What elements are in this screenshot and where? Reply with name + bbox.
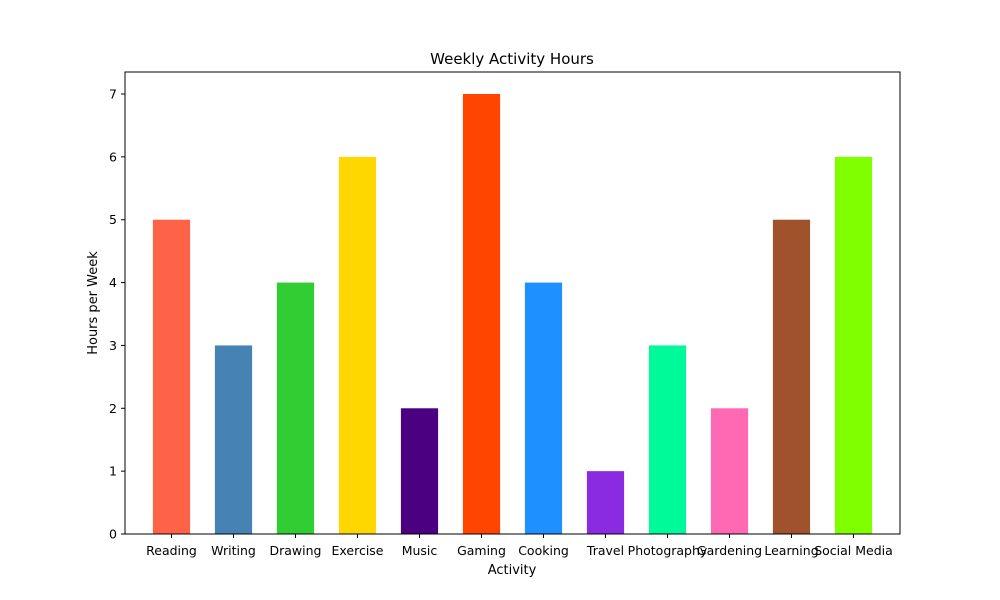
x-tick-label: Cooking <box>518 543 569 558</box>
x-axis-label: Activity <box>488 563 537 578</box>
x-tick-label: Drawing <box>270 543 322 558</box>
bar-photography <box>648 345 687 534</box>
y-tick-label: 6 <box>109 149 117 164</box>
bar-reading <box>152 219 191 534</box>
y-tick-label: 3 <box>109 338 117 353</box>
x-tick-label: Social Media <box>814 543 893 558</box>
bar-travel <box>586 471 625 534</box>
bar-gardening <box>710 408 749 534</box>
bar-drawing <box>276 282 315 534</box>
x-tick-label: Gaming <box>457 543 506 558</box>
plot-frame <box>124 71 901 535</box>
bar-gaming <box>462 94 501 534</box>
bar-cooking <box>524 282 563 534</box>
chart-title: Weekly Activity Hours <box>430 50 594 68</box>
x-tick-label: Photography <box>628 543 708 558</box>
y-axis-ticks: 0 1 2 3 4 5 6 7 <box>109 87 125 542</box>
bars-layer <box>152 94 873 534</box>
bar-social-media <box>834 156 873 534</box>
x-tick-label: Gardening <box>697 543 762 558</box>
x-tick-label: Exercise <box>331 543 383 558</box>
y-tick-label: 2 <box>109 401 117 416</box>
bar-learning <box>772 219 811 534</box>
x-tick-label: Reading <box>146 543 197 558</box>
y-tick-label: 7 <box>109 87 117 102</box>
bar-exercise <box>338 156 377 534</box>
x-tick-label: Travel <box>586 543 624 558</box>
bar-writing <box>214 345 253 534</box>
y-tick-label: 5 <box>109 212 117 227</box>
x-axis-ticks: Reading Writing Drawing Exercise Music Gaming… <box>146 534 893 558</box>
y-tick-label: 0 <box>109 527 117 542</box>
y-tick-label: 4 <box>109 275 117 290</box>
y-tick-label: 1 <box>109 464 117 479</box>
x-tick-label: Learning <box>764 543 818 558</box>
x-tick-label: Music <box>402 543 438 558</box>
y-axis-label: Hours per Week <box>86 251 101 355</box>
x-tick-label: Writing <box>211 543 256 558</box>
bar-music <box>400 408 439 534</box>
